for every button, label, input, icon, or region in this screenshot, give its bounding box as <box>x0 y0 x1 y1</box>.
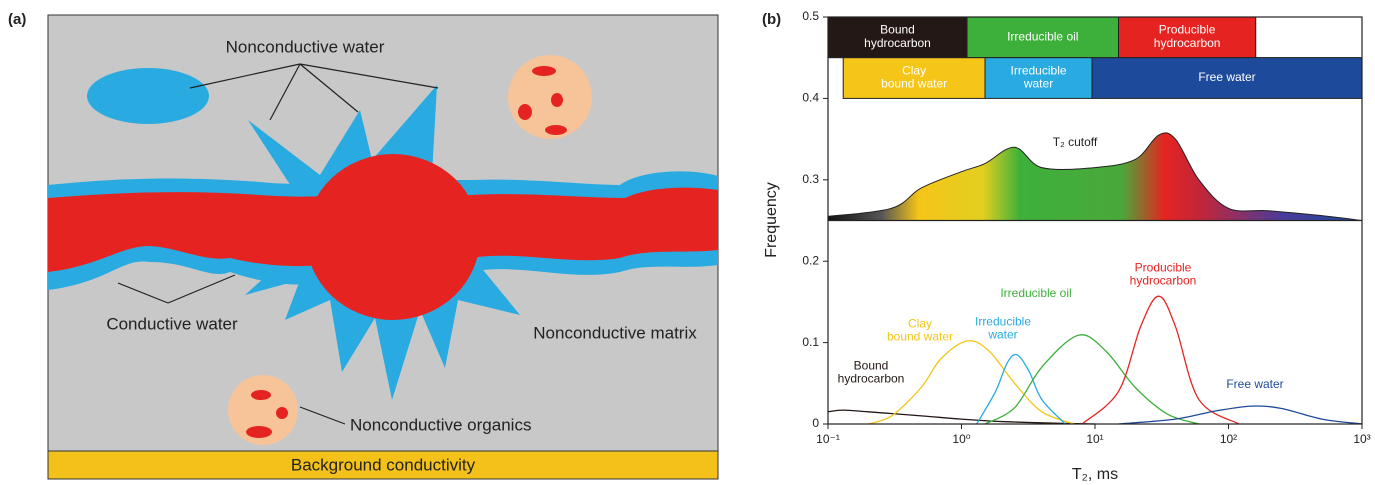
organic-spot <box>276 407 288 419</box>
organic-spot <box>246 426 272 438</box>
organic-spot <box>518 104 532 120</box>
x-tick-label: 10⁰ <box>952 432 970 446</box>
x-tick-label: 10² <box>1220 432 1237 446</box>
y-tick-label: 0.4 <box>802 91 819 105</box>
y-tick-label: 0.3 <box>802 172 819 186</box>
series-line <box>1082 296 1239 424</box>
box-label: Free water <box>1198 70 1255 84</box>
panel-a: (a) Nonconductive water Conductive water… <box>8 11 718 479</box>
water-blob <box>87 68 209 124</box>
y-tick-label: 0.1 <box>802 335 819 349</box>
label: Conductive water <box>106 314 238 333</box>
box-label: Irreducible oil <box>1007 30 1078 44</box>
y-tick-label: 0.2 <box>802 253 819 267</box>
panel-label: (a) <box>8 11 26 28</box>
x-axis-title: T₂, ms <box>1072 466 1118 483</box>
annotation: T₂ cutoff <box>1053 135 1098 149</box>
figure: (a) Nonconductive water Conductive water… <box>0 0 1375 485</box>
series-line <box>985 335 1199 424</box>
label: Nonconductive water <box>226 37 385 56</box>
panel-label: (b) <box>762 11 781 28</box>
label: Background conductivity <box>291 455 476 474</box>
x-tick-label: 10⁻¹ <box>816 432 840 446</box>
series-line <box>977 355 1066 424</box>
x-tick-label: 10¹ <box>1086 432 1103 446</box>
y-tick-label: 0 <box>812 416 819 430</box>
organic-spot <box>532 66 556 76</box>
series-line <box>828 410 1095 424</box>
label: Nonconductive matrix <box>533 323 697 342</box>
series-label: Free water <box>1226 377 1283 391</box>
range-box <box>1256 17 1362 58</box>
page: (a) Nonconductive water Conductive water… <box>0 0 1375 485</box>
y-tick-label: 0.5 <box>802 9 819 23</box>
x-tick-label: 10³ <box>1353 432 1370 446</box>
label: Nonconductive organics <box>350 415 531 434</box>
organic-spot <box>545 125 567 135</box>
series-label: Irreducible oil <box>1000 286 1071 300</box>
organic-spot <box>551 93 563 107</box>
y-axis-title: Frequency <box>763 182 780 258</box>
organic-spot <box>251 390 271 400</box>
pore <box>306 154 480 320</box>
series-line <box>1119 406 1362 424</box>
